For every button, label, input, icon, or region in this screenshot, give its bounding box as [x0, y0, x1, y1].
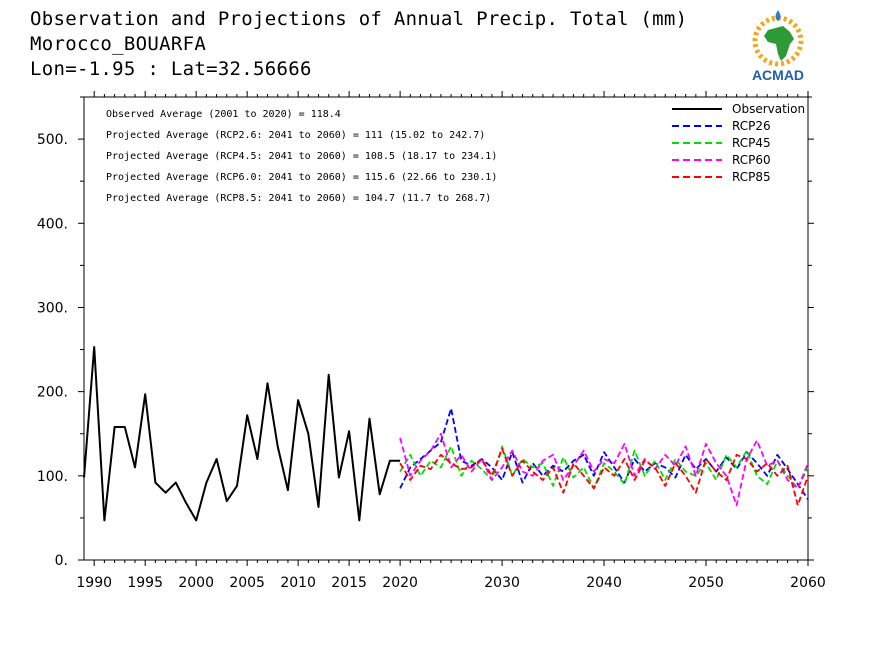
stat-line: Projected Average (RCP8.5: 2041 to 2060)…	[106, 193, 491, 204]
legend-label: RCP85	[732, 170, 771, 184]
logo-text: ACMAD	[752, 67, 804, 83]
acmad-logo: ACMAD	[752, 10, 804, 83]
legend-label: RCP60	[732, 153, 771, 167]
x-tick-label: 2010	[280, 575, 316, 591]
x-tick-label: 2000	[178, 575, 214, 591]
y-tick-label: 400.	[37, 216, 68, 232]
x-tick-label: 2015	[331, 575, 367, 591]
stat-line: Projected Average (RCP4.5: 2041 to 2060)…	[106, 151, 497, 162]
legend-label: RCP26	[732, 119, 771, 133]
stat-line: Projected Average (RCP6.0: 2041 to 2060)…	[106, 172, 497, 183]
y-tick-label: 100.	[37, 469, 68, 485]
stat-line: Projected Average (RCP2.6: 2041 to 2060)…	[106, 130, 485, 141]
x-tick-label: 2060	[790, 575, 826, 591]
x-tick-label: 1995	[127, 575, 163, 591]
series-line-rcp26	[399, 407, 809, 500]
series-line-rcp85	[399, 447, 809, 507]
x-tick-label: 1990	[76, 575, 112, 591]
stats-panel: Observed Average (2001 to 2020) = 118.4 P…	[106, 109, 497, 204]
stat-line: Observed Average (2001 to 2020) = 118.4	[106, 109, 341, 120]
y-tick-label: 500.	[37, 132, 68, 148]
y-tick-label: 0.	[55, 553, 68, 569]
legend-label: Observation	[732, 102, 805, 116]
x-tick-label: 2005	[229, 575, 265, 591]
x-tick-label: 2040	[586, 575, 622, 591]
series-group	[83, 346, 809, 522]
station-coordinates: Lon=-1.95 : Lat=32.56666	[30, 58, 312, 80]
x-axis: 1990 1995 2000 2005 2010 2015 2020 2030 2040 2050…	[76, 91, 826, 591]
x-tick-label: 2050	[688, 575, 724, 591]
series-line-observation	[83, 346, 401, 522]
y-axis: 0. 100. 200. 300. 400. 500.	[37, 96, 814, 569]
y-tick-label: 200.	[37, 385, 68, 401]
legend-label: RCP45	[732, 136, 771, 150]
y-tick-label: 300.	[37, 300, 68, 316]
chart-title: Observation and Projections of Annual Pr…	[30, 8, 688, 30]
station-name: Morocco_BOUARFA	[30, 33, 207, 55]
x-tick-label: 2020	[382, 575, 418, 591]
plot-frame	[83, 96, 809, 561]
x-tick-label: 2030	[484, 575, 520, 591]
series-line-rcp60	[399, 432, 809, 507]
legend: Observation RCP26 RCP45 RCP60 RCP85	[672, 102, 805, 184]
africa-map-logo-icon	[752, 10, 804, 67]
